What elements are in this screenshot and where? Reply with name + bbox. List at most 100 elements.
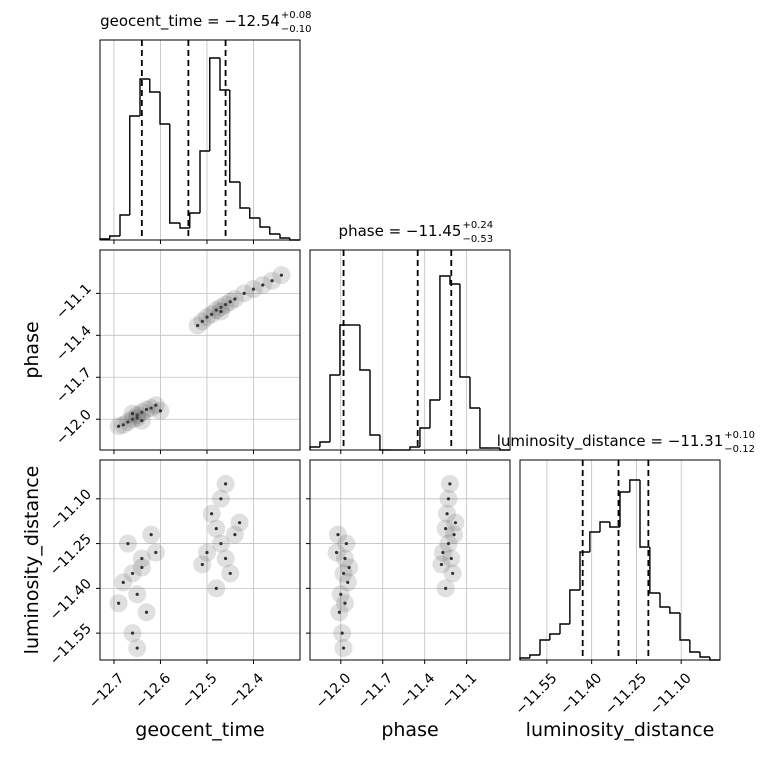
scatter-point [210,512,214,516]
scatter-point [144,610,149,614]
scatter-point [347,565,351,570]
scatter-point [219,309,223,314]
x-tick-label: −12.7 [86,670,128,712]
title-lower: −0.53 [462,234,493,245]
hist-step [259,218,270,228]
hist-step [159,92,170,125]
scatter-point [237,521,242,525]
scatter-point [343,601,347,605]
x-tick-label: −11.55 [513,670,561,718]
hist-step [629,479,640,492]
hist-step [139,78,150,116]
panel-frame [309,459,511,661]
x-tick-label: −12.5 [179,670,221,712]
x-axis-label: luminosity_distance [526,719,715,741]
hist-step [149,79,160,93]
hist-step [239,182,250,209]
scatter-point [446,497,451,501]
hist-step [549,633,560,640]
y-axis-label: phase [21,321,43,378]
hist-step [229,90,240,183]
y-tick-label: −11.4 [53,323,95,365]
scatter-point [444,527,448,531]
scatter-point [126,420,130,424]
x-tick-label: −12.0 [313,670,355,712]
x-tick-label: −12.4 [225,670,267,712]
scatter-point [121,423,125,427]
hist-step [559,623,570,634]
scatter-point [135,646,139,650]
hist-step [699,652,710,658]
x-tick-label: −11.25 [602,670,650,718]
scatter-point [200,562,204,567]
hist-step [359,325,370,371]
hist-step [529,654,540,658]
scatter-point [223,302,228,307]
x-tick-label: −11.1 [439,670,481,712]
hist-step [319,441,330,447]
scatter-point [140,565,144,570]
hist-step [659,593,670,608]
scatter-point [214,527,218,531]
panel-frame [99,249,301,451]
scatter-point [196,323,200,328]
scatter-point [451,571,455,576]
y-tick-label: −11.25 [47,531,95,579]
scatter-point [453,521,458,525]
scatter-point [135,592,139,596]
hist-step [679,613,690,641]
hist-step [279,234,290,239]
scatter-point [117,601,121,605]
hist-step [329,374,340,442]
scatter-point [121,580,125,584]
scatter-point [130,571,135,576]
scatter-point [334,550,339,555]
scatter-point [233,533,237,537]
scatter-point [251,287,256,291]
hist-step [189,212,200,228]
scatter-point [135,413,139,417]
x-axis-label: geocent_time [135,719,264,741]
title-main: luminosity_distance = −11.31 [497,432,724,451]
scatter-point [346,580,350,584]
scatter-point [343,556,347,561]
panel-title: luminosity_distance = −11.31 [497,432,724,451]
hist-step [249,208,260,219]
panel-frame [99,459,301,661]
y-axis-label: luminosity_distance [21,466,43,655]
scatter-point [205,550,209,555]
hist-step [119,214,130,236]
hist-step [449,276,460,285]
hist-step [109,235,120,239]
scatter-point [214,308,218,312]
panel: −11.55−11.40−11.25−11.10luminosity_dista… [497,430,755,741]
hist-step [199,150,210,213]
scatter-point [126,541,130,546]
hist-step [689,640,700,653]
title-upper: +0.10 [724,430,755,441]
x-tick-label: −12.6 [132,670,174,712]
y-tick-label: −12.0 [53,407,95,449]
x-tick-label: −11.7 [355,670,397,712]
scatter-point [205,315,209,319]
title-main: phase = −11.45 [339,222,462,240]
hist-step [669,607,680,614]
hist-step [409,446,420,450]
hist-step [539,639,550,655]
y-tick-label: −11.1 [53,281,95,323]
scatter-point [140,410,144,414]
y-tick-label: −11.55 [47,621,95,669]
hist-step [209,57,220,151]
hist-step [269,227,280,235]
scatter-point [340,631,344,635]
y-tick-label: −11.40 [47,576,95,624]
scatter-point [336,533,340,537]
scatter-point [210,312,214,316]
scatter-point [242,291,246,295]
scatter-point [439,562,444,567]
hist-step [479,408,490,449]
hist-step [619,491,630,527]
